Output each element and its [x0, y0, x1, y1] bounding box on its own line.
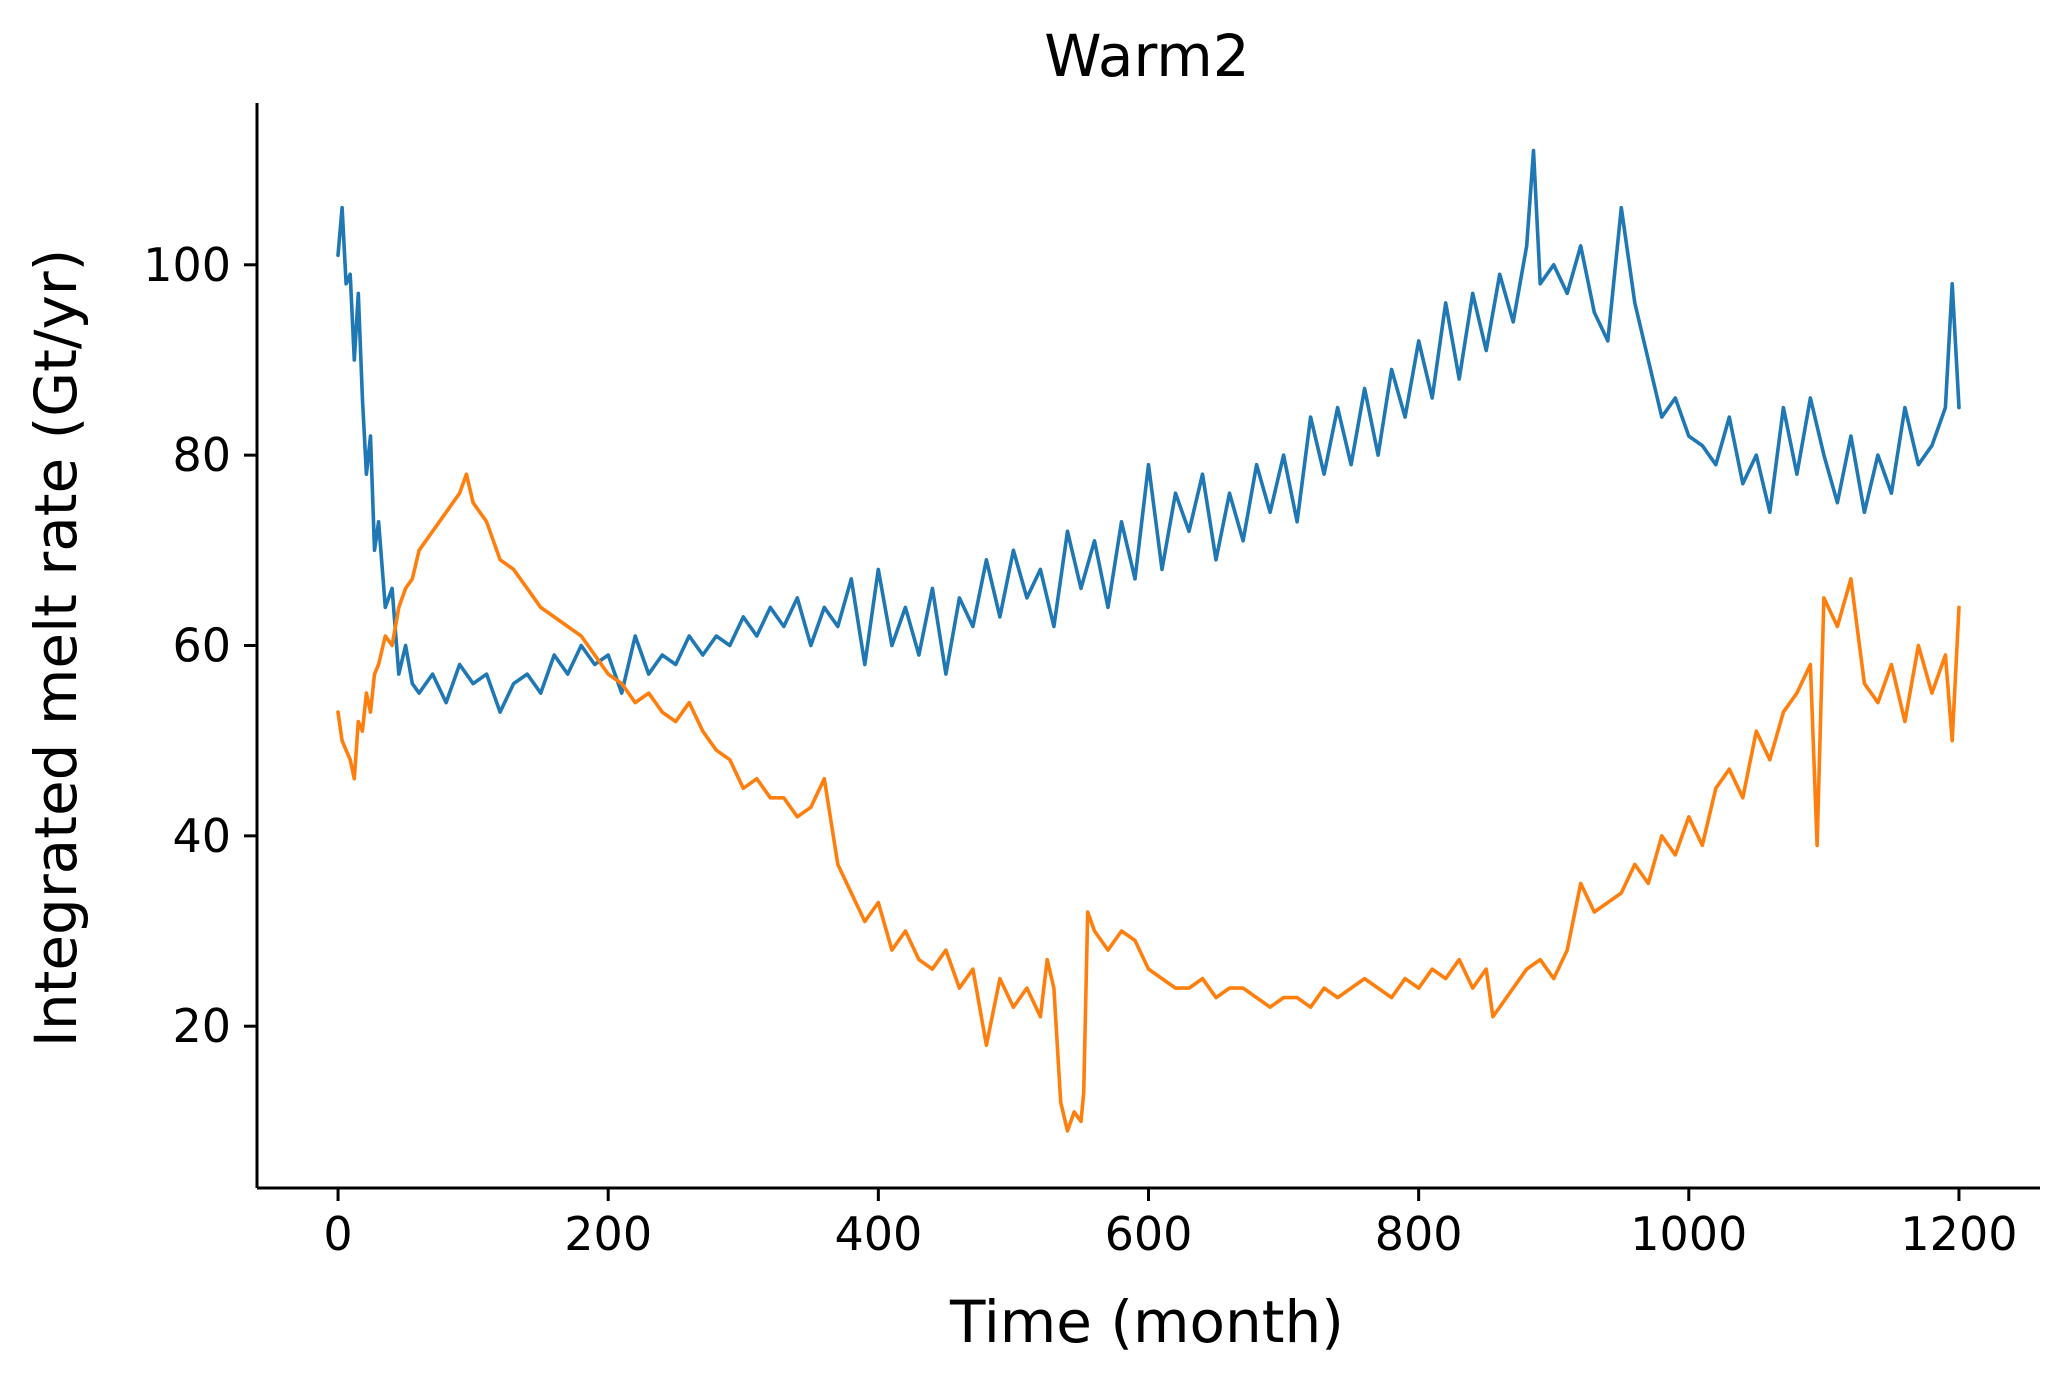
x-axis-label: Time (month)	[949, 1288, 1344, 1356]
chart-title: Warm2	[1044, 22, 1249, 90]
y-tick-label: 100	[143, 238, 231, 292]
x-tick-label: 1000	[1630, 1207, 1747, 1261]
x-tick-label: 200	[564, 1207, 652, 1261]
y-tick-label: 40	[172, 809, 231, 863]
series-line-2	[336, 472, 1961, 1133]
series-group	[336, 148, 1961, 1133]
y-axis-label: Integrated melt rate (Gt/yr)	[22, 249, 90, 1048]
x-ticks: 0 200 400 600 800 1000 1200	[323, 1188, 2017, 1261]
y-tick-label: 20	[172, 999, 231, 1053]
y-ticks: 20 40 60 80 100	[143, 238, 257, 1053]
x-tick-label: 400	[834, 1207, 922, 1261]
x-tick-label: 600	[1105, 1207, 1193, 1261]
series-line-1	[336, 148, 1961, 714]
x-tick-label: 0	[323, 1207, 352, 1261]
x-tick-label: 1200	[1900, 1207, 2017, 1261]
y-tick-label: 60	[172, 619, 231, 673]
x-tick-label: 800	[1375, 1207, 1463, 1261]
y-tick-label: 80	[172, 428, 231, 482]
